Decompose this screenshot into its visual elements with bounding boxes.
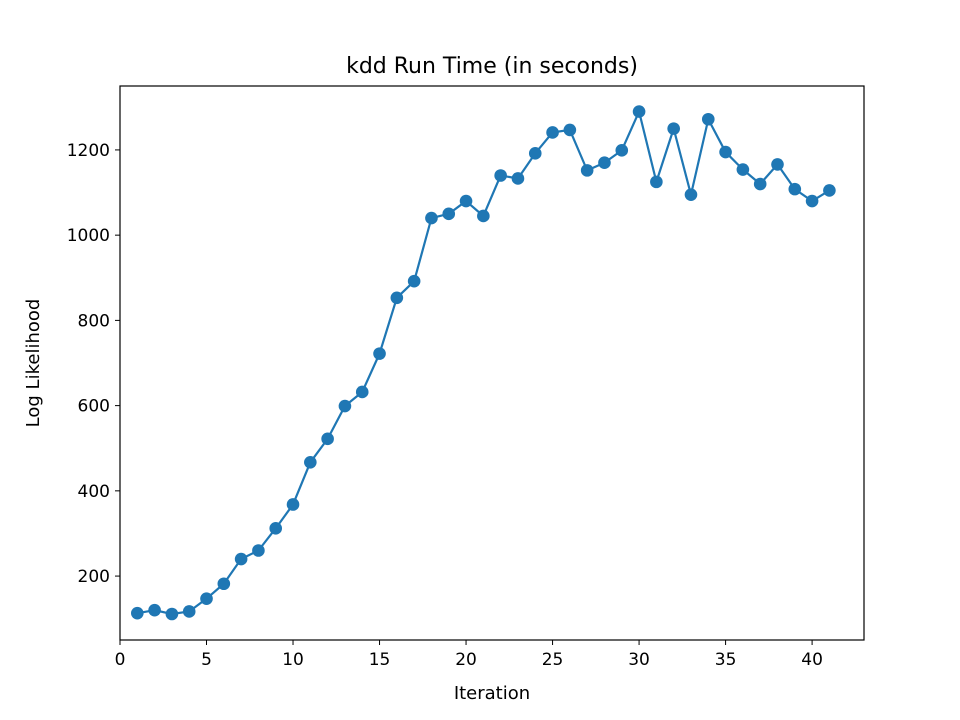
- data-point: [823, 184, 836, 197]
- data-point: [131, 606, 144, 620]
- y-axis-label: Log Likelihood: [23, 299, 44, 428]
- data-point: [650, 175, 663, 189]
- data-point: [771, 158, 784, 171]
- y-tick-label: 600: [78, 397, 110, 417]
- data-point: [321, 432, 334, 446]
- x-axis: 0 5 10 15 20 25 30 35 40: [115, 640, 823, 670]
- data-point: [373, 347, 386, 360]
- data-point: [528, 147, 542, 160]
- x-tick-label: 30: [628, 650, 650, 670]
- y-tick-label: 800: [78, 311, 110, 331]
- data-point: [338, 399, 352, 413]
- data-point: [684, 188, 698, 201]
- x-tick-label: 35: [715, 650, 737, 670]
- data-point: [511, 172, 525, 185]
- data-point: [719, 145, 732, 159]
- data-point: [286, 498, 300, 511]
- series-line: [137, 110, 830, 616]
- data-point: [442, 207, 456, 221]
- data-point: [805, 194, 819, 208]
- y-tick-label: 400: [78, 482, 110, 502]
- x-tick-label: 20: [455, 650, 477, 670]
- data-point: [477, 209, 490, 223]
- data-point: [148, 603, 161, 617]
- data-point: [390, 291, 404, 305]
- data-point: [580, 164, 594, 177]
- data-point: [459, 194, 473, 208]
- x-tick-label: 10: [282, 650, 304, 670]
- data-point: [200, 592, 213, 605]
- data-point: [701, 112, 715, 126]
- x-tick-label: 0: [115, 650, 126, 670]
- data-point: [753, 177, 767, 191]
- y-tick-label: 200: [78, 567, 110, 587]
- plot-frame: [119, 85, 865, 641]
- data-point: [234, 552, 248, 566]
- data-point: [667, 122, 680, 135]
- data-point: [494, 169, 507, 182]
- plot-area: [131, 105, 836, 621]
- data-point: [788, 182, 802, 196]
- x-tick-label: 15: [369, 650, 391, 670]
- data-point: [632, 105, 646, 118]
- y-tick-label: 1200: [67, 141, 110, 161]
- y-tick-label: 1000: [67, 226, 110, 246]
- y-axis: 200 400 600 800 1000 1200: [67, 141, 120, 587]
- x-tick-label: 25: [542, 650, 564, 670]
- data-point: [615, 144, 629, 157]
- data-point: [736, 163, 750, 176]
- data-point: [425, 211, 438, 225]
- x-tick-label: 40: [801, 650, 823, 670]
- data-point: [165, 607, 179, 621]
- data-point: [563, 123, 577, 137]
- data-point: [355, 385, 369, 399]
- x-tick-label: 5: [201, 650, 212, 670]
- data-point: [269, 522, 283, 535]
- x-axis-label: Iteration: [454, 683, 530, 704]
- data-point: [217, 577, 231, 591]
- data-point: [546, 126, 559, 139]
- data-point: [252, 544, 265, 557]
- data-point: [304, 455, 317, 469]
- data-point: [407, 274, 421, 288]
- data-point: [182, 605, 196, 618]
- chart-title: kdd Run Time (in seconds): [346, 54, 638, 79]
- data-point: [598, 156, 611, 170]
